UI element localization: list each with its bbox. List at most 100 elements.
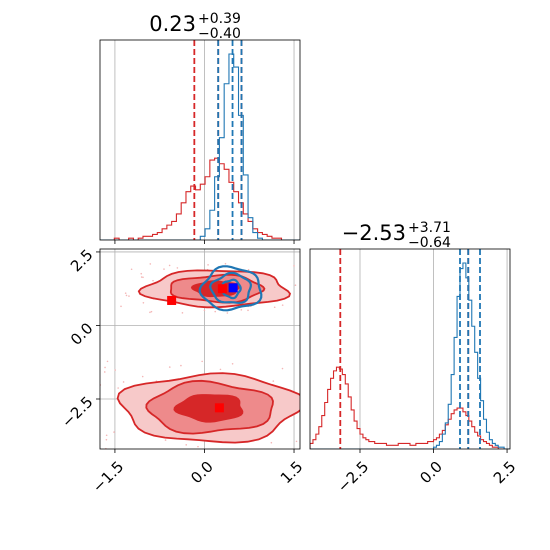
panel-bottom-right-series-0 <box>310 366 510 449</box>
sample-point <box>272 380 275 382</box>
sample-point <box>114 369 117 371</box>
marker-0 <box>217 284 227 294</box>
sample-point <box>273 306 276 309</box>
red-contour-1-0 <box>173 394 244 423</box>
panel-top-left-frame <box>99 39 301 241</box>
sample-point <box>312 390 314 392</box>
blue-contour-2 <box>198 265 263 312</box>
sample-point <box>142 276 144 279</box>
sample-point <box>86 420 88 422</box>
sample-point <box>308 287 310 289</box>
sample-point <box>306 386 308 388</box>
sample-point <box>163 268 165 270</box>
sample-point <box>130 268 133 271</box>
panel-top-left-title-upper: +0.39 <box>198 11 241 27</box>
sample-point <box>141 375 144 378</box>
sample-point <box>203 309 206 312</box>
sample-point <box>308 282 310 284</box>
blue-contour-1 <box>209 271 253 305</box>
sample-point <box>270 441 273 444</box>
sample-point <box>120 305 122 308</box>
sample-point <box>324 436 326 438</box>
sample-point <box>92 398 94 400</box>
sample-point <box>298 452 300 454</box>
sample-point <box>306 415 308 417</box>
sample-point <box>164 439 167 441</box>
sample-point <box>201 360 203 363</box>
sample-point <box>214 310 217 313</box>
panel-bottom-left-x-tick-label: −1.5 <box>89 458 127 496</box>
sample-point <box>163 452 165 454</box>
panel-top-left-title-lower: −0.40 <box>198 26 241 42</box>
panel-bottom-left-x-tick-label: 0.0 <box>187 458 217 488</box>
sample-point <box>86 383 88 385</box>
sample-point <box>106 360 109 363</box>
marker-1 <box>167 295 177 305</box>
panel-bottom-left-x-tick-label: 1.5 <box>277 458 307 488</box>
sample-point <box>105 434 108 437</box>
sample-point <box>247 269 250 271</box>
panel-top-left-series-1 <box>100 53 300 240</box>
panel-bottom-right-title: −2.53 +3.71−0.64 <box>342 220 451 251</box>
panel-top-left-title: 0.23 +0.39−0.40 <box>149 11 241 42</box>
sample-point <box>104 366 106 369</box>
panel-bottom-right-frame <box>309 248 511 450</box>
sample-point <box>219 368 222 371</box>
panel-bottom-right-title-value: −2.53 <box>342 221 406 245</box>
sample-point <box>150 310 153 313</box>
sample-point <box>301 270 303 272</box>
panel-bottom-right-series-1 <box>310 262 510 449</box>
panel-bottom-left-frame <box>99 248 301 450</box>
sample-point <box>207 264 209 266</box>
sample-point <box>224 262 227 265</box>
sample-point <box>105 452 107 454</box>
panel-bottom-left-y-tick-label: 0.0 <box>67 319 97 349</box>
sample-point <box>281 367 284 370</box>
sample-point <box>320 363 322 365</box>
sample-point <box>295 440 298 443</box>
sample-point <box>247 309 249 312</box>
sample-point <box>182 451 184 453</box>
sample-point <box>117 387 119 389</box>
sample-point <box>140 272 143 275</box>
panel-bottom-right-x-tick-label: 2.5 <box>490 458 520 488</box>
panel-bottom-left-y-tick-label: 2.5 <box>67 246 97 276</box>
sample-point <box>149 311 151 314</box>
panel-bottom-left-y-tick-label: −2.5 <box>58 393 96 431</box>
sample-point <box>126 454 128 456</box>
sample-point <box>176 267 179 269</box>
sample-point <box>128 295 130 297</box>
panel-top-left-title-value: 0.23 <box>149 12 196 36</box>
sample-point <box>307 297 309 299</box>
sample-point <box>122 381 125 383</box>
sample-point <box>294 284 297 287</box>
sample-point <box>93 418 95 420</box>
sample-point <box>180 364 182 367</box>
panel-bottom-right-x-tick-label: −2.5 <box>334 458 372 496</box>
sample-point <box>240 309 243 311</box>
sample-point <box>185 444 188 446</box>
panel-top-left-series-0 <box>100 157 300 240</box>
sample-point <box>103 371 106 373</box>
sample-point <box>125 294 128 297</box>
sample-point <box>197 445 199 448</box>
panel-bottom-right-x-tick-label: 0.0 <box>416 458 446 488</box>
sample-point <box>231 363 234 365</box>
sample-point <box>293 265 295 267</box>
sample-point <box>226 312 229 314</box>
sample-point <box>152 279 154 282</box>
sample-point <box>181 312 184 314</box>
panel-bottom-right-title-lower: −0.64 <box>408 235 451 251</box>
marker-3 <box>228 283 238 293</box>
sample-point <box>105 438 108 441</box>
sample-point <box>281 304 284 306</box>
sample-point <box>140 276 143 278</box>
panel-bottom-right-title-upper: +3.71 <box>408 220 451 236</box>
sample-point <box>168 366 171 368</box>
sample-point <box>113 431 115 433</box>
sample-point <box>124 292 127 294</box>
sample-point <box>328 402 330 404</box>
marker-2 <box>214 403 224 413</box>
sample-point <box>142 302 145 304</box>
